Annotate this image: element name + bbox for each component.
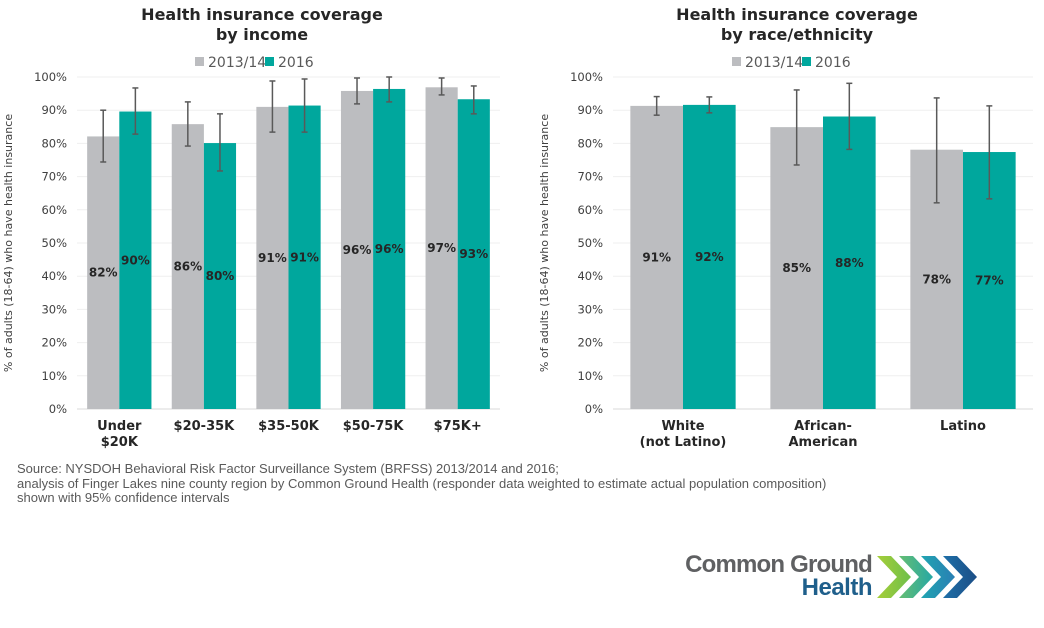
y-tick-label: 30% <box>577 302 603 316</box>
y-tick-label: 60% <box>577 203 603 217</box>
y-tick-label: 20% <box>41 336 67 350</box>
y-tick-label: 20% <box>577 336 603 350</box>
bar-2016 <box>203 143 237 409</box>
data-label: 96% <box>343 243 372 257</box>
data-label: 92% <box>695 250 724 264</box>
category-label: $75K+ <box>434 419 482 434</box>
source-line-3: shown with 95% confidence intervals <box>17 490 230 505</box>
y-tick-label: 90% <box>577 103 603 117</box>
data-label: 97% <box>427 241 456 255</box>
y-tick-label: 70% <box>41 170 67 184</box>
legend-swatch-2013-14 <box>195 57 204 66</box>
bar-2013-14 <box>340 90 374 409</box>
bar-2016 <box>823 116 876 410</box>
logo-text-health: Health <box>801 574 873 601</box>
data-label: 91% <box>258 251 287 265</box>
category-label: $50-75K <box>343 419 405 434</box>
chart-title-line: by race/ethnicity <box>721 25 874 44</box>
bar-2013-14 <box>171 124 204 410</box>
data-label: 90% <box>121 253 150 267</box>
category-label: White <box>661 419 704 434</box>
y-tick-label: 70% <box>577 170 603 184</box>
legend-label: 2013/14 <box>745 55 803 71</box>
category-label: Latino <box>940 419 986 434</box>
data-label: 86% <box>173 260 202 274</box>
bar-2013-14 <box>256 106 289 409</box>
category-label: $20K <box>101 435 139 450</box>
chart-title-line: Health insurance coverage <box>676 5 918 24</box>
y-tick-label: 40% <box>41 269 67 283</box>
chevron-arrows-icon <box>877 556 977 598</box>
source-line-1: Source: NYSDOH Behavioral Risk Factor Su… <box>17 461 559 476</box>
legend: 2013/14 2016 <box>195 55 314 71</box>
bar-2016 <box>683 104 736 409</box>
source-note: Source: NYSDOH Behavioral Risk Factor Su… <box>17 461 827 506</box>
category-label: $20-35K <box>174 419 236 434</box>
y-tick-label: 80% <box>41 136 67 150</box>
legend: 2013/14 2016 <box>732 55 851 71</box>
legend-label: 2013/14 <box>208 55 266 71</box>
legend-label: 2016 <box>815 55 851 71</box>
y-tick-label: 40% <box>577 269 603 283</box>
data-label: 88% <box>835 256 864 270</box>
data-label: 93% <box>459 247 488 261</box>
category-label: (not Latino) <box>640 435 727 450</box>
y-tick-label: 90% <box>41 103 67 117</box>
data-label: 91% <box>642 250 671 264</box>
bar-2016 <box>373 88 406 410</box>
data-label: 78% <box>922 272 951 286</box>
logo-text-common-ground: Common Ground <box>685 551 873 578</box>
chart-title-line: by income <box>216 25 308 44</box>
y-tick-label: 60% <box>41 203 67 217</box>
y-tick-label: 100% <box>34 70 67 84</box>
bar-2013-14 <box>630 105 683 409</box>
y-tick-label: 50% <box>41 236 67 250</box>
y-tick-label: 10% <box>577 369 603 383</box>
bar-2016 <box>119 111 152 409</box>
bar-2013-14 <box>87 136 120 410</box>
legend-swatch-2016 <box>265 57 274 66</box>
bar-2016 <box>288 105 321 409</box>
data-label: 91% <box>290 250 319 264</box>
category-label: American <box>788 435 857 450</box>
data-label: 96% <box>375 242 404 256</box>
y-tick-label: 0% <box>585 402 603 416</box>
data-label: 80% <box>206 269 235 283</box>
bar-2016 <box>457 99 490 409</box>
category-label: African- <box>794 419 852 434</box>
data-label: 82% <box>89 266 118 280</box>
y-tick-label: 0% <box>49 402 67 416</box>
bar-2013-14 <box>770 127 823 410</box>
y-tick-label: 80% <box>577 136 603 150</box>
category-label: $35-50K <box>258 419 320 434</box>
data-label: 77% <box>975 274 1004 288</box>
legend-swatch-2013-14 <box>732 57 741 66</box>
y-tick-label: 10% <box>41 369 67 383</box>
y-axis-title: % of adults (18-64) who have health insu… <box>538 114 551 372</box>
data-label: 85% <box>782 261 811 275</box>
bar-2013-14 <box>425 87 458 410</box>
common-ground-health-logo: Common Ground Health <box>680 548 990 604</box>
legend-swatch-2016 <box>802 57 811 66</box>
legend-label: 2016 <box>278 55 314 71</box>
y-tick-label: 100% <box>570 70 603 84</box>
source-line-2: analysis of Finger Lakes nine county reg… <box>17 475 827 491</box>
y-tick-label: 30% <box>41 302 67 316</box>
category-label: Under <box>97 419 142 434</box>
chart-title-line: Health insurance coverage <box>141 5 383 24</box>
y-axis-title: % of adults (18-64) who have health insu… <box>2 114 15 372</box>
y-tick-label: 50% <box>577 236 603 250</box>
